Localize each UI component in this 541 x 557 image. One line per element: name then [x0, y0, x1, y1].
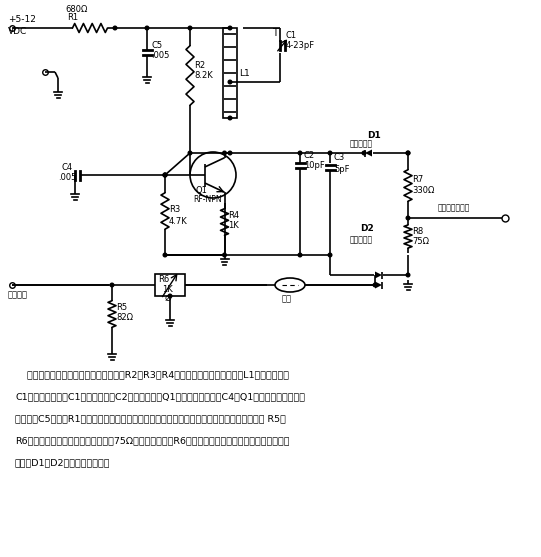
Text: 视频输入: 视频输入 — [8, 291, 28, 300]
Text: R6: R6 — [158, 275, 169, 284]
Circle shape — [228, 80, 232, 84]
Text: R8: R8 — [412, 227, 423, 236]
Circle shape — [228, 116, 232, 120]
Text: D2: D2 — [360, 224, 374, 233]
Text: C3: C3 — [334, 154, 345, 163]
Circle shape — [110, 283, 114, 287]
Circle shape — [298, 151, 302, 155]
Polygon shape — [365, 149, 372, 157]
Circle shape — [188, 151, 192, 155]
Text: R5: R5 — [116, 302, 127, 311]
Circle shape — [228, 151, 232, 155]
Text: 路电容器C5和电阻R1滤除由振路产生的射频，以防止电源线产生辐射。视频信号进入并联电阻 R5和: 路电容器C5和电阻R1滤除由振路产生的射频，以防止电源线产生辐射。视频信号进入并… — [15, 414, 286, 423]
Circle shape — [163, 173, 167, 177]
Text: R2: R2 — [194, 61, 205, 70]
Circle shape — [163, 173, 167, 177]
Text: +5-12: +5-12 — [8, 14, 36, 23]
Circle shape — [362, 151, 366, 155]
Text: 磁珠: 磁珠 — [282, 295, 292, 304]
Text: 5pF: 5pF — [334, 165, 349, 174]
Circle shape — [228, 26, 232, 30]
Circle shape — [406, 151, 410, 155]
Circle shape — [113, 26, 117, 30]
Text: R7: R7 — [412, 175, 423, 184]
Bar — [223, 28, 237, 118]
Bar — [155, 274, 185, 296]
Text: 其高频信号由一个哈特莱振荡器产生。R2、R3和R4偏置晶体管，带抽头的电感L1和微调电容器: 其高频信号由一个哈特莱振荡器产生。R2、R3和R4偏置晶体管，带抽头的电感L1和… — [15, 370, 289, 379]
Circle shape — [328, 151, 332, 155]
Text: 680Ω: 680Ω — [65, 6, 88, 14]
Text: C4: C4 — [61, 163, 72, 172]
Text: L1: L1 — [239, 69, 250, 77]
Text: VDC: VDC — [8, 27, 27, 36]
Circle shape — [406, 216, 410, 220]
Text: 4-23pF: 4-23pF — [286, 41, 315, 50]
Text: 330Ω: 330Ω — [412, 186, 434, 195]
Text: 10pF: 10pF — [304, 160, 325, 169]
Circle shape — [168, 294, 172, 298]
Circle shape — [223, 151, 226, 155]
Circle shape — [145, 26, 149, 30]
Text: 二极管D1和D2的视频信号电平。: 二极管D1和D2的视频信号电平。 — [15, 458, 110, 467]
Text: C1构成振路，调节C1即改变频率。C2提供由振路到Q1发射极的正反馈。C4使Q1的基极交流接地。旁: C1构成振路，调节C1即改变频率。C2提供由振路到Q1发射极的正反馈。C4使Q1… — [15, 392, 305, 401]
Polygon shape — [375, 271, 382, 278]
Text: RF-NPN: RF-NPN — [193, 196, 222, 204]
Text: 75Ω: 75Ω — [412, 237, 429, 246]
Text: R1: R1 — [67, 13, 78, 22]
Text: R3: R3 — [169, 206, 180, 214]
Text: .005: .005 — [151, 51, 169, 60]
Circle shape — [188, 26, 192, 30]
Text: 4.7K: 4.7K — [169, 217, 188, 226]
Circle shape — [163, 253, 167, 257]
Text: R4: R4 — [228, 212, 240, 221]
Text: D1: D1 — [367, 130, 381, 139]
Text: .005: .005 — [58, 173, 76, 183]
Text: 82Ω: 82Ω — [116, 314, 133, 323]
Text: R6。该并联电阻与大多数视频电缆的75Ω阻抗严格匹配；R6为一小型可调电阻，用来控制输入给视频: R6。该并联电阻与大多数视频电缆的75Ω阻抗严格匹配；R6为一小型可调电阻，用来… — [15, 436, 289, 445]
Text: C1: C1 — [286, 31, 297, 40]
Circle shape — [163, 173, 167, 177]
Text: 8.2K: 8.2K — [194, 71, 213, 81]
Text: C2: C2 — [304, 150, 315, 159]
Text: C5: C5 — [151, 42, 162, 51]
Text: 1K: 1K — [228, 222, 239, 231]
Circle shape — [373, 283, 377, 287]
Text: T: T — [272, 28, 278, 38]
Circle shape — [223, 253, 226, 257]
Text: ⌀: ⌀ — [165, 293, 171, 303]
Circle shape — [298, 253, 302, 257]
Text: 微调二极管: 微调二极管 — [350, 139, 373, 149]
Circle shape — [406, 151, 410, 155]
Text: 1K: 1K — [162, 286, 173, 295]
Polygon shape — [375, 281, 382, 289]
Circle shape — [328, 253, 332, 257]
Text: Q1: Q1 — [195, 187, 207, 196]
Text: 调制的射频输出: 调制的射频输出 — [438, 203, 470, 213]
Circle shape — [406, 273, 410, 277]
Text: 视频二极管: 视频二极管 — [350, 235, 373, 244]
